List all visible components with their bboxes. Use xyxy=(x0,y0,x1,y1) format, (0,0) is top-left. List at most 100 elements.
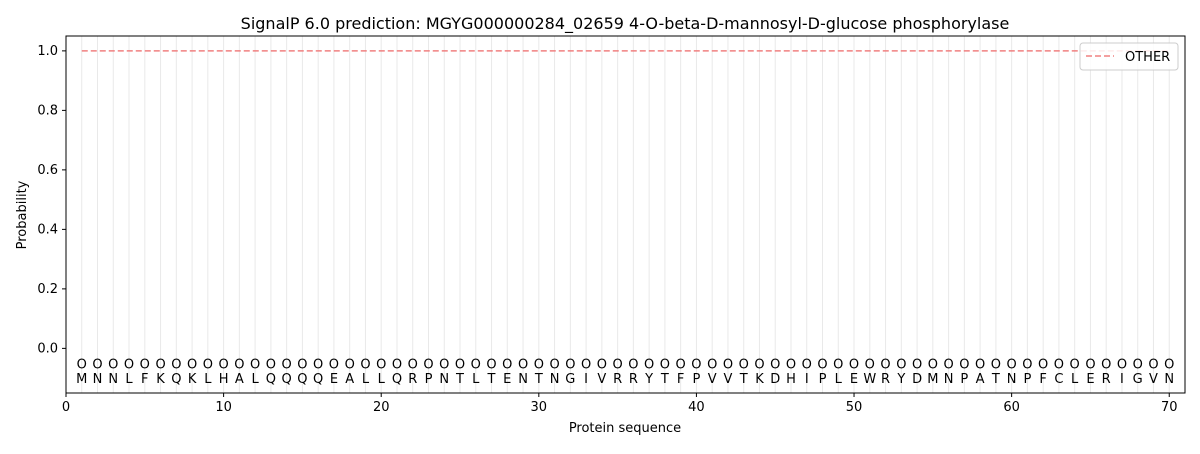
residue-label: P xyxy=(819,372,827,387)
region-label: O xyxy=(928,357,938,372)
residue-label: N xyxy=(93,372,103,387)
residue-label: N xyxy=(944,372,954,387)
region-label: O xyxy=(786,357,796,372)
region-label: O xyxy=(644,357,654,372)
region-label: O xyxy=(92,357,102,372)
legend: OTHER xyxy=(1079,42,1179,71)
region-label: O xyxy=(723,357,733,372)
region-label: O xyxy=(329,357,339,372)
residue-label: Y xyxy=(644,372,653,387)
region-label: O xyxy=(991,357,1001,372)
residue-label: I xyxy=(1120,372,1124,387)
residue-label: R xyxy=(408,372,417,387)
region-label: O xyxy=(250,357,260,372)
residue-label: G xyxy=(1133,372,1143,387)
residue-label: A xyxy=(345,372,354,387)
residue-label: K xyxy=(755,372,764,387)
residue-label: Q xyxy=(313,372,323,387)
region-label: O xyxy=(203,357,213,372)
x-tick-label: 70 xyxy=(1161,400,1178,415)
residue-label: T xyxy=(455,372,464,387)
legend-label-other: OTHER xyxy=(1125,50,1170,65)
region-label: O xyxy=(124,357,134,372)
y-tick-label: 1.0 xyxy=(37,44,58,59)
residue-label: I xyxy=(805,372,809,387)
residue-label: P xyxy=(425,372,433,387)
region-label: O xyxy=(392,357,402,372)
residue-label: E xyxy=(1086,372,1094,387)
region-label: O xyxy=(471,357,481,372)
residue-label: P xyxy=(960,372,968,387)
residue-label: T xyxy=(739,372,748,387)
residue-label: N xyxy=(550,372,560,387)
residue-label: T xyxy=(534,372,543,387)
x-tick-label: 30 xyxy=(531,400,548,415)
region-label: O xyxy=(108,357,118,372)
region-label: O xyxy=(534,357,544,372)
region-label: O xyxy=(439,357,449,372)
region-label: O xyxy=(959,357,969,372)
region-label: O xyxy=(297,357,307,372)
region-label: O xyxy=(628,357,638,372)
region-label: O xyxy=(360,357,370,372)
residue-label: K xyxy=(156,372,165,387)
region-label: O xyxy=(376,357,386,372)
residue-label: V xyxy=(708,372,717,387)
region-label: O xyxy=(896,357,906,372)
residue-label: C xyxy=(1054,372,1063,387)
y-axis: 0.0 0.2 0.4 0.6 0.8 1.0 xyxy=(37,44,66,356)
residue-label: M xyxy=(927,372,938,387)
region-label: O xyxy=(565,357,575,372)
residue-label: H xyxy=(786,372,796,387)
region-label: O xyxy=(1148,357,1158,372)
region-label: O xyxy=(1164,357,1174,372)
region-label: O xyxy=(597,357,607,372)
region-label: O xyxy=(833,357,843,372)
residue-label: V xyxy=(723,372,732,387)
region-label: O xyxy=(1007,357,1017,372)
residue-label: L xyxy=(472,372,480,387)
x-axis: 0 10 20 30 40 50 60 70 xyxy=(62,393,1178,415)
residue-label: N xyxy=(1007,372,1017,387)
region-label: O xyxy=(880,357,890,372)
residue-label: R xyxy=(1102,372,1111,387)
y-axis-label: Probability xyxy=(15,180,30,249)
region-label: O xyxy=(549,357,559,372)
region-label: O xyxy=(817,357,827,372)
region-label: O xyxy=(502,357,512,372)
region-label: O xyxy=(754,357,764,372)
region-label: O xyxy=(234,357,244,372)
region-label: O xyxy=(770,357,780,372)
residue-label: Y xyxy=(896,372,905,387)
residue-label: D xyxy=(912,372,922,387)
residue-label: Q xyxy=(297,372,307,387)
y-tick-label: 0.6 xyxy=(37,163,58,178)
residue-label: Q xyxy=(171,372,181,387)
region-label: O xyxy=(943,357,953,372)
region-label: O xyxy=(518,357,528,372)
x-tick-label: 60 xyxy=(1003,400,1020,415)
region-label: O xyxy=(187,357,197,372)
residue-label: A xyxy=(235,372,244,387)
plot-frame xyxy=(65,35,1186,394)
region-label: O xyxy=(802,357,812,372)
region-label: O xyxy=(849,357,859,372)
region-label: O xyxy=(486,357,496,372)
y-tick-label: 0.0 xyxy=(37,341,58,356)
residue-label: T xyxy=(660,372,669,387)
residue-label: P xyxy=(1023,372,1031,387)
x-tick-label: 40 xyxy=(688,400,705,415)
residue-label: Q xyxy=(392,372,402,387)
residue-label: L xyxy=(1071,372,1079,387)
region-label: O xyxy=(345,357,355,372)
region-label: O xyxy=(676,357,686,372)
residue-label: W xyxy=(863,372,876,387)
region-label: O xyxy=(423,357,433,372)
residue-label: E xyxy=(330,372,338,387)
residue-label: F xyxy=(677,372,684,387)
residue-label: H xyxy=(219,372,229,387)
region-label: O xyxy=(155,357,165,372)
marks-layer: OMONONOLOFOKOQOKOLOHOAOLOQOQOQOQOEOAOLOL… xyxy=(76,357,1174,387)
